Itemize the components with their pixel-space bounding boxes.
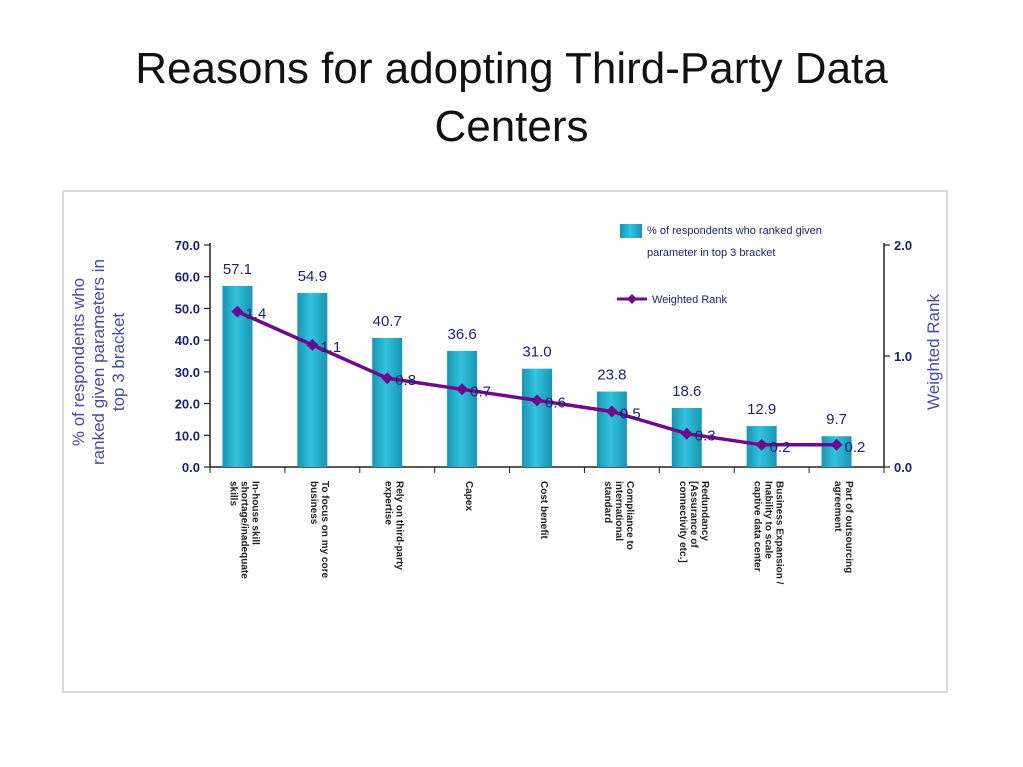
legend-bar-label: parameter in top 3 bracket: [647, 247, 775, 259]
y-tick-label: 30.0: [175, 365, 200, 380]
bar: [447, 350, 478, 467]
rank-data-label: 1.4: [245, 306, 266, 323]
category-label-line: [Assurance of: [688, 481, 699, 548]
category-label-line: agreement: [832, 481, 843, 532]
rank-data-label: 0.7: [470, 383, 491, 400]
category-label: Business Expansion /Inability to scaleca…: [752, 481, 785, 585]
bar-data-label: 12.9: [747, 401, 776, 418]
bar-data-label: 54.9: [298, 268, 327, 285]
y-tick-label: 40.0: [175, 333, 200, 348]
y-axis-title-line: ranked given parameters in: [89, 259, 108, 465]
bar-data-label: 23.8: [597, 367, 626, 384]
category-label-line: Inability to scale: [763, 481, 774, 559]
rank-data-label: 1.1: [320, 339, 341, 356]
bar: [372, 337, 403, 467]
bar-data-label: 18.6: [672, 383, 701, 400]
category-label-line: Business Expansion /: [774, 481, 785, 585]
category-label-line: Compliance to: [624, 481, 635, 550]
rank-data-label: 0.3: [695, 428, 716, 445]
rank-data-label: 0.5: [620, 406, 641, 423]
y2-axis-title: Weighted Rank: [924, 294, 943, 410]
category-label-line: Capex: [463, 481, 474, 511]
rank-data-label: 0.6: [545, 394, 566, 411]
y-tick-label: 70.0: [175, 238, 200, 253]
bar: [297, 292, 328, 467]
weighted-rank-point: [381, 372, 394, 385]
bar-data-label: 36.6: [448, 326, 477, 343]
slide-title: Reasons for adopting Third-Party Data Ce…: [0, 40, 1023, 156]
bar-data-label: 9.7: [826, 411, 847, 428]
weighted-rank-point: [830, 438, 843, 451]
weighted-rank-point: [231, 305, 244, 318]
bar: [522, 368, 552, 467]
bar-data-label: 57.1: [223, 261, 252, 278]
category-label-line: international: [613, 481, 624, 541]
category-label-line: To focus on my core: [319, 481, 330, 578]
y-tick-label: 0.0: [182, 460, 200, 475]
y2-tick-label: 2.0: [894, 238, 912, 253]
weighted-rank-point: [755, 438, 768, 451]
y2-tick-label: 1.0: [894, 349, 912, 364]
legend-bar-label: % of respondents who ranked given: [647, 225, 822, 237]
category-label-line: In-house skill: [249, 481, 260, 545]
bar: [596, 391, 627, 467]
category-label-line: business: [308, 481, 319, 525]
category-label: Cost benefit: [538, 481, 549, 539]
rank-data-label: 0.2: [770, 439, 791, 456]
weighted-rank-point: [605, 405, 618, 418]
bar-data-label: 40.7: [373, 313, 402, 330]
rank-data-label: 0.8: [395, 372, 416, 389]
bar-data-label: 31.0: [522, 344, 551, 361]
category-label: Capex: [463, 481, 474, 511]
weighted-rank-point: [306, 338, 319, 351]
y-tick-label: 50.0: [175, 301, 200, 316]
category-label-line: connectivity etc.]: [677, 481, 688, 563]
category-label-line: Rely on third-party: [394, 481, 405, 570]
y-axis-title-line: % of respondents who: [69, 278, 88, 446]
category-label-line: shortage/inadequate: [238, 481, 249, 579]
weighted-rank-point: [680, 427, 693, 440]
y-tick-label: 20.0: [175, 397, 200, 412]
weighted-rank-point: [456, 383, 469, 396]
y2-tick-label: 0.0: [894, 460, 912, 475]
category-label-line: Part of outsourcing: [843, 481, 854, 573]
category-label-line: Redundancy: [699, 481, 710, 541]
category-label-line: skills: [227, 481, 238, 506]
combo-chart: 0.0 10.0 20.0 30.0 40.0 50.0 60.0 70.0 0.0 1.0 2.0…: [69, 224, 943, 585]
rank-data-label: 0.2: [845, 439, 866, 456]
y-tick-label: 60.0: [175, 270, 200, 285]
category-label-line: Cost benefit: [538, 481, 549, 539]
slide-title-line-1: Reasons for adopting Third-Party Data: [135, 44, 888, 93]
weighted-rank-point: [531, 394, 543, 407]
legend-line-marker: [627, 294, 637, 304]
category-label-line: standard: [602, 481, 613, 523]
y-tick-label: 10.0: [175, 428, 200, 443]
legend-bar-swatch: [620, 224, 642, 238]
category-label-line: captive data center: [752, 481, 763, 572]
chart-frame: 0.0 10.0 20.0 30.0 40.0 50.0 60.0 70.0 0.0 1.0 2.0…: [62, 190, 948, 693]
y-axis-title-line: top 3 bracket: [109, 313, 128, 412]
slide-title-line-2: Centers: [434, 102, 589, 151]
category-label-line: expertise: [383, 481, 394, 525]
legend-line-label: Weighted Rank: [652, 294, 728, 306]
